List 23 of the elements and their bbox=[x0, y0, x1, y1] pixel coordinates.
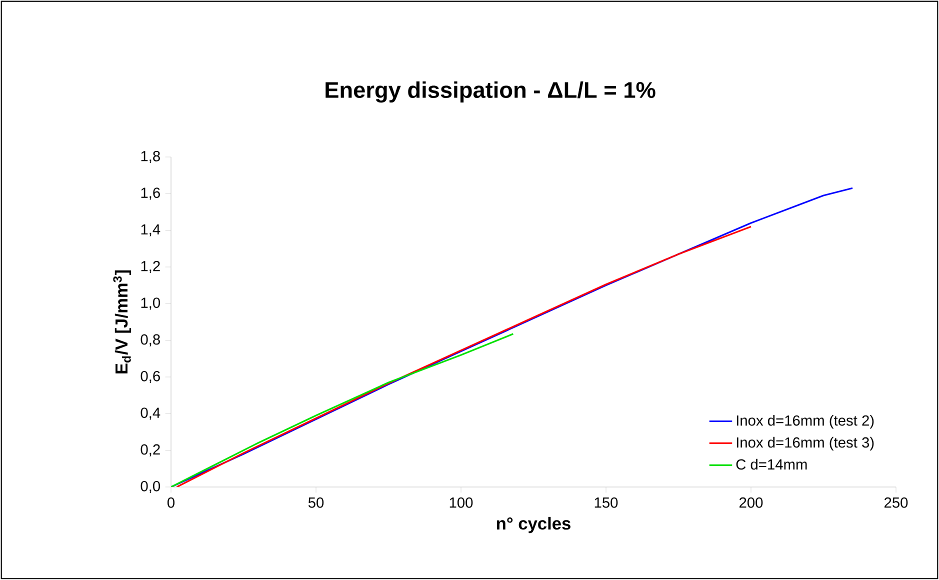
y-tick-label: 0,2 bbox=[140, 444, 160, 456]
x-tick-label: 100 bbox=[450, 497, 473, 508]
x-tick-label: 50 bbox=[308, 497, 324, 508]
legend-label: Inox d=16mm (test 2) bbox=[736, 414, 874, 429]
x-tick-label: 0 bbox=[167, 497, 174, 508]
y-tick-label: 1,6 bbox=[141, 188, 160, 200]
y-tick-label: 1,4 bbox=[141, 224, 160, 236]
x-tick-label: 200 bbox=[740, 497, 763, 508]
x-tick-label: 250 bbox=[884, 497, 908, 508]
y-axis-title: E$_{d}$/V [J/mm$^{3}$] bbox=[113, 270, 132, 374]
y-tick-label: 0,6 bbox=[140, 370, 160, 384]
x-axis-title: n° cycles bbox=[496, 516, 570, 534]
line-series bbox=[171, 333, 514, 487]
x-tick-label: 150 bbox=[594, 497, 618, 508]
y-tick-label: 0,0 bbox=[140, 480, 160, 494]
y-tick-label: 1,8 bbox=[141, 150, 160, 164]
y-tick-label: 0,8 bbox=[140, 334, 160, 346]
legend-label: Inox d=16mm (test 3) bbox=[736, 436, 874, 451]
legend-label: C d=14mm bbox=[736, 458, 807, 470]
y-tick-label: 1,0 bbox=[141, 298, 160, 310]
chart-title: Energy dissipation - ΔL/L = 1% bbox=[326, 81, 656, 103]
y-tick-label: 0,4 bbox=[140, 408, 160, 420]
y-tick-label: 1,2 bbox=[141, 260, 160, 274]
